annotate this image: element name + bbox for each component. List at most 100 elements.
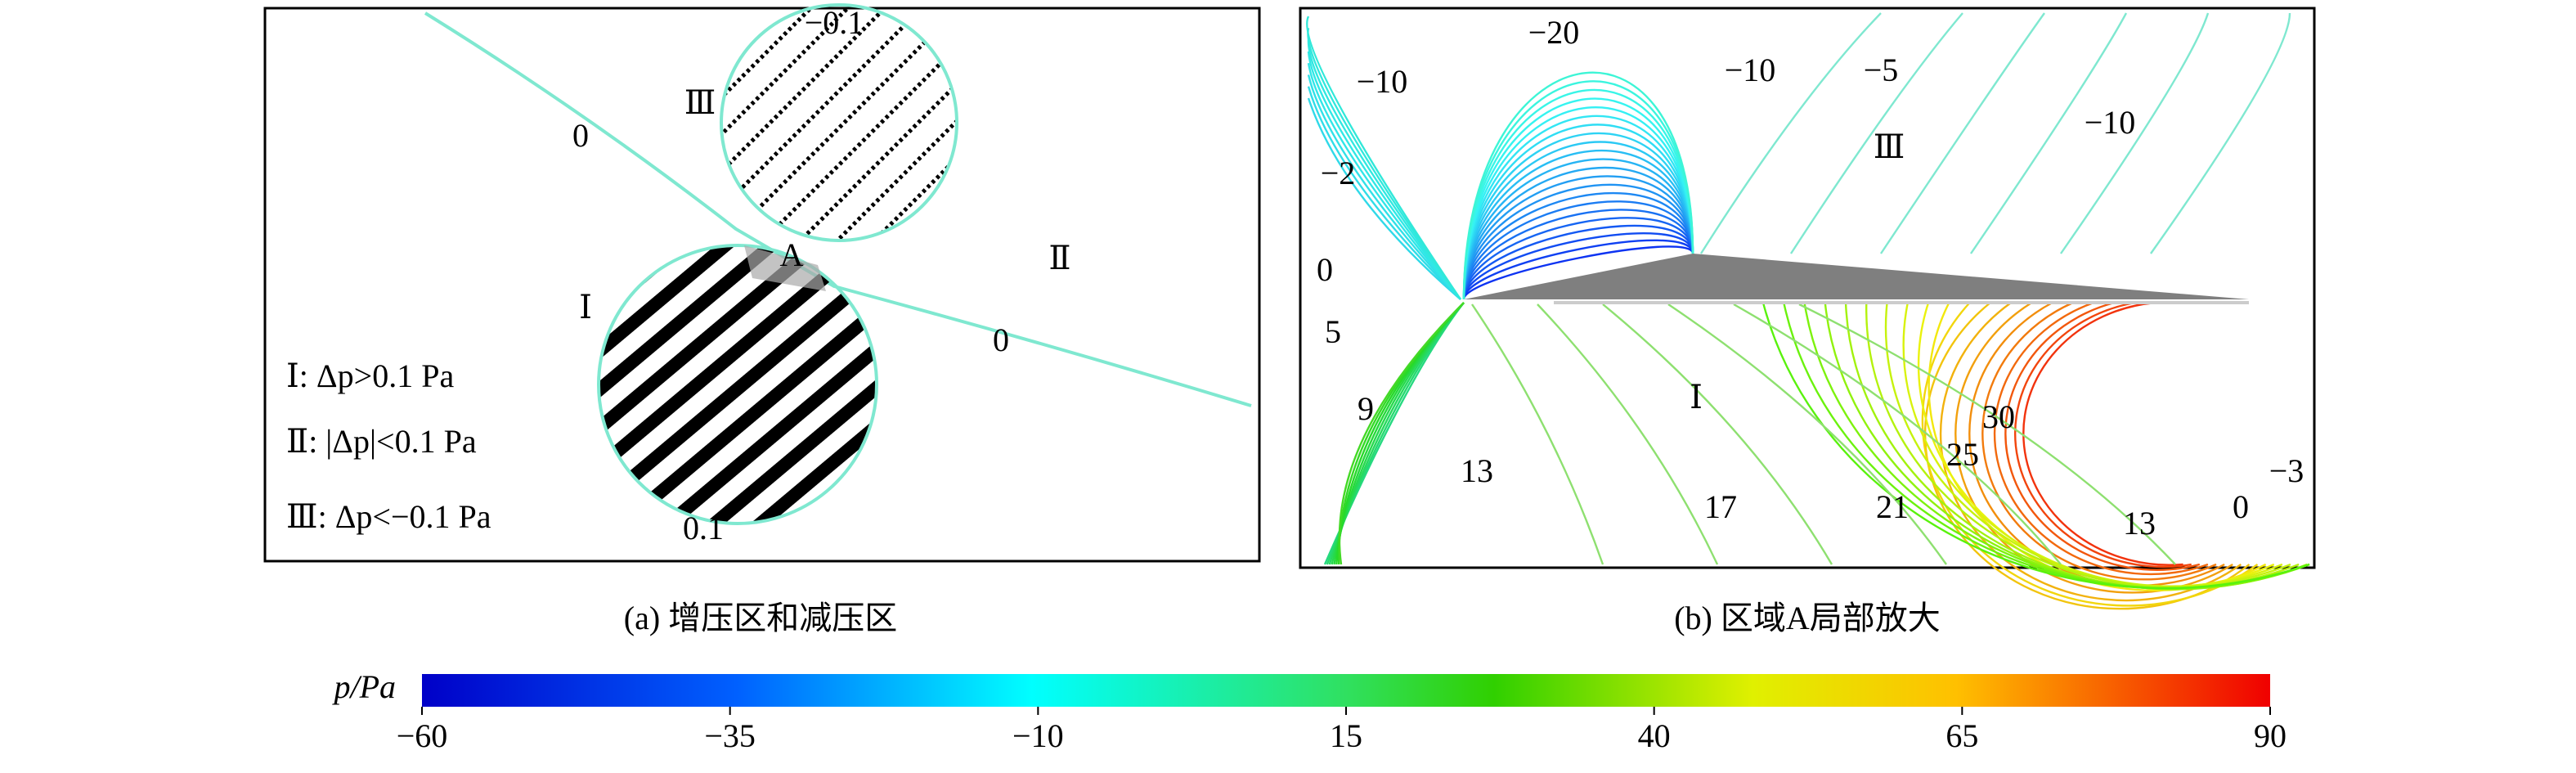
contour-line xyxy=(1798,303,2176,565)
contour-label: 13 xyxy=(2123,505,2156,542)
contour-line xyxy=(1462,141,1694,300)
contour-label: 9 xyxy=(1358,390,1374,427)
contour-line xyxy=(1884,302,2291,588)
contour-line xyxy=(1462,80,1694,300)
contour-line xyxy=(2013,301,2192,569)
contour-line xyxy=(1462,106,1694,300)
region-label: A xyxy=(780,236,804,273)
contour-line xyxy=(2150,12,2291,254)
contour-label: 30 xyxy=(1982,398,2015,435)
body-wedge xyxy=(1464,254,2249,299)
contour-line xyxy=(1462,124,1694,300)
contour-line xyxy=(1462,209,1694,300)
contour-line xyxy=(1462,149,1694,300)
contour-line xyxy=(1880,12,2045,254)
legend-entry: Ⅲ: Δp<−0.1 Pa xyxy=(286,498,491,535)
contour-line xyxy=(1307,97,1461,300)
contour-label: 0.1 xyxy=(683,510,724,546)
contour-line xyxy=(1462,115,1694,300)
contour-line xyxy=(1462,245,1694,300)
contour-line xyxy=(1993,301,2209,576)
caption: (a) 增压区和减压区 xyxy=(624,600,897,636)
contour-label: −0.1 xyxy=(805,4,864,41)
contour-line xyxy=(1462,232,1694,300)
contour-label: 21 xyxy=(1876,488,1909,525)
contour-label: −10 xyxy=(1357,63,1408,100)
contour-line xyxy=(1462,217,1694,300)
contour-line xyxy=(1667,303,1947,565)
contour-label: −10 xyxy=(1725,52,1776,88)
contour-label: 0 xyxy=(993,321,1009,358)
contour-line xyxy=(1923,302,2251,610)
region-label: Ⅰ xyxy=(579,289,592,326)
contour-line xyxy=(1761,302,2310,590)
contour-line xyxy=(1462,166,1694,300)
colorbar-tick-label: −60 xyxy=(397,717,448,754)
colorbar-tick-label: −10 xyxy=(1012,717,1064,754)
contour-line xyxy=(1307,51,1461,300)
contour-line xyxy=(1307,39,1461,300)
colorbar: p/Pa −60 −35 −10 15 40 65 90 xyxy=(331,668,2287,754)
contour-line xyxy=(1699,12,1882,254)
contour-line xyxy=(1733,303,2062,565)
contour-line xyxy=(1462,200,1694,300)
contour-line xyxy=(2004,301,2201,571)
colorbar-tick-label: 65 xyxy=(1945,717,1978,754)
contour-label: 25 xyxy=(1946,436,1979,473)
contour-label: 0 xyxy=(572,117,589,154)
colorbar-scale xyxy=(422,674,2270,707)
contour-label: −20 xyxy=(1528,14,1580,51)
contour-line xyxy=(1307,28,1461,300)
region-label: Ⅰ xyxy=(1690,379,1703,416)
contour-label: −5 xyxy=(1864,52,1899,88)
contour-line xyxy=(1462,132,1694,300)
contour-line xyxy=(1307,74,1461,300)
contour-label: 0 xyxy=(2233,488,2249,525)
contour-line xyxy=(1602,303,1833,565)
region-label: Ⅲ xyxy=(684,84,716,121)
contour-line xyxy=(1462,224,1694,300)
colorbar-tick-label: 90 xyxy=(2254,717,2287,754)
colorbar-tick-label: −35 xyxy=(704,717,756,754)
contour-line xyxy=(1537,303,1719,565)
colorbar-tick-label: 40 xyxy=(1638,717,1671,754)
contour-label: 17 xyxy=(1704,488,1737,525)
contour-line xyxy=(1462,88,1694,300)
contour-line xyxy=(1462,183,1694,300)
contour-label: 13 xyxy=(1461,452,1493,489)
contour-line xyxy=(2060,12,2210,254)
contour-line xyxy=(1338,302,1465,565)
panel-a: −0.1 Ⅲ 0 A Ⅱ Ⅰ 0 0.1 Ⅰ: Δp>0.1 Pa Ⅱ: |Δp… xyxy=(263,3,1261,636)
contour-line xyxy=(1462,175,1694,300)
region-III xyxy=(720,3,958,242)
region-A xyxy=(744,245,826,291)
region-I xyxy=(597,244,878,525)
contour-line xyxy=(2022,301,2183,566)
panel-b: −20 −10 −10 −5 −10 Ⅲ −2 0 5 9 Ⅰ 30 25 13… xyxy=(1299,7,2316,636)
contour-line xyxy=(1306,16,1461,300)
colorbar-tick-label: 15 xyxy=(1330,717,1362,754)
contour-line xyxy=(1462,239,1694,300)
legend-entry: Ⅱ: |Δp|<0.1 Pa xyxy=(286,423,477,460)
contour-line xyxy=(1307,86,1461,300)
contour-label: −2 xyxy=(1321,155,1356,191)
contour-line xyxy=(1462,192,1694,300)
contour-line xyxy=(1970,12,2128,254)
contour-line xyxy=(1462,71,1694,300)
contour-label: −3 xyxy=(2269,452,2304,489)
contours xyxy=(1306,12,2310,610)
contour-line xyxy=(1462,97,1694,300)
contour-label: −10 xyxy=(2085,104,2136,141)
legend-entry: Ⅰ: Δp>0.1 Pa xyxy=(286,357,454,394)
contour-label: 0 xyxy=(1317,251,1333,288)
region-label: Ⅲ xyxy=(1874,128,1905,165)
contour-line xyxy=(1462,158,1694,300)
colorbar-label: p/Pa xyxy=(331,668,396,705)
contour-label: 5 xyxy=(1325,313,1341,350)
region-label: Ⅱ xyxy=(1048,240,1070,276)
contour-line xyxy=(1789,12,1963,254)
contour-line xyxy=(1471,303,1604,565)
caption: (b) 区域A局部放大 xyxy=(1674,600,1941,636)
